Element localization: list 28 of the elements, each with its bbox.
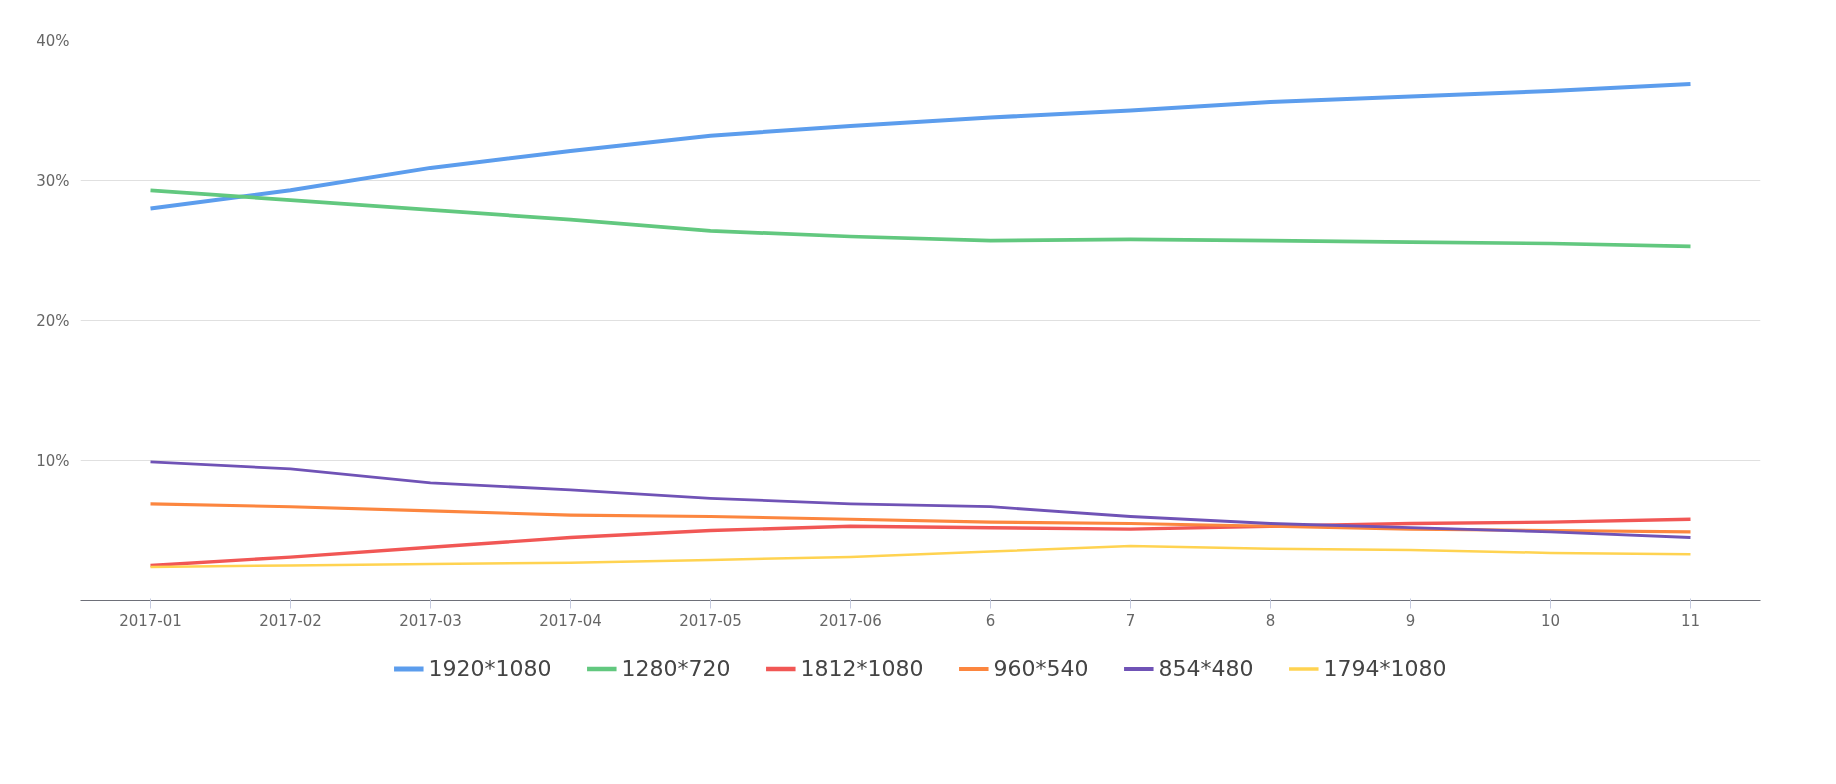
x-tick-label: 2017-06 xyxy=(819,611,882,630)
line-series xyxy=(149,544,1692,569)
legend-label: 1920*1080 xyxy=(428,655,552,681)
line-series xyxy=(148,188,1693,249)
legend-label: 960*540 xyxy=(993,655,1089,681)
legend-label: 854*480 xyxy=(1158,655,1254,681)
legend-label: 1794*1080 xyxy=(1323,655,1447,681)
x-tick-label: 2017-02 xyxy=(259,611,322,630)
y-tick-label: 30% xyxy=(36,171,70,190)
x-tick-label: 8 xyxy=(1265,611,1276,630)
legend-label: 1280*720 xyxy=(621,655,731,681)
y-tick-label: 40% xyxy=(36,31,70,50)
legend-label: 1812*1080 xyxy=(800,655,924,681)
x-tick-label: 2017-04 xyxy=(539,611,602,630)
y-tick-label: 20% xyxy=(36,311,70,330)
y-tick-label: 10% xyxy=(36,451,70,470)
x-tick-label: 2017-01 xyxy=(119,611,182,630)
line-series xyxy=(148,517,1693,568)
x-tick-label: 2017-05 xyxy=(679,611,742,630)
x-tick-label: 9 xyxy=(1405,611,1416,630)
x-tick-label: 6 xyxy=(985,611,996,630)
x-tick-label: 11 xyxy=(1680,611,1701,630)
line-series xyxy=(148,502,1693,534)
line-series xyxy=(148,81,1693,211)
line-series xyxy=(149,460,1692,539)
x-tick-label: 2017-03 xyxy=(399,611,462,630)
x-tick-label: 7 xyxy=(1125,611,1136,630)
x-tick-label: 10 xyxy=(1540,611,1561,630)
